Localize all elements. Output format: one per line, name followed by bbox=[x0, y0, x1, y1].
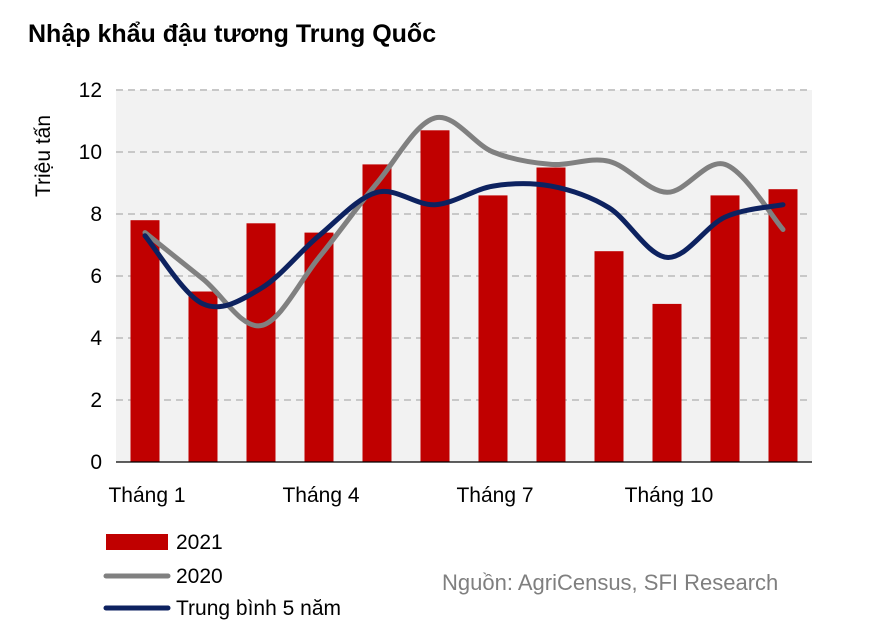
line-series-2 bbox=[142, 181, 786, 310]
x-tick-label: Tháng 10 bbox=[625, 484, 714, 507]
y-tick-label: 12 bbox=[79, 79, 102, 102]
legend-label: Trung bình 5 năm bbox=[176, 597, 341, 620]
y-tick-label: 10 bbox=[79, 141, 102, 164]
legend-label: 2021 bbox=[176, 531, 223, 554]
bar-2021 bbox=[652, 303, 682, 462]
x-tick-label: Tháng 4 bbox=[282, 484, 359, 507]
bar-2021 bbox=[420, 130, 450, 463]
bar-2021 bbox=[536, 167, 566, 462]
y-axis-label: Triệu tấn bbox=[32, 115, 55, 197]
bar-2021 bbox=[362, 164, 392, 462]
x-tick-label: Tháng 7 bbox=[456, 484, 533, 507]
bar-2021 bbox=[246, 223, 276, 462]
line-series-1 bbox=[142, 114, 786, 329]
grid-lines bbox=[116, 89, 812, 401]
source-note: Nguồn: AgriCensus, SFI Research bbox=[442, 570, 779, 595]
chart-title: Nhập khẩu đậu tương Trung Quốc bbox=[28, 20, 437, 48]
bar-2021 bbox=[710, 195, 740, 462]
bar-2021 bbox=[478, 195, 508, 462]
bar-2021 bbox=[130, 220, 160, 462]
legend: 2021 2020 Trung bình 5 năm bbox=[103, 531, 341, 620]
lines bbox=[142, 114, 786, 329]
y-tick-label: 4 bbox=[90, 327, 102, 350]
x-tick-labels: Tháng 1 Tháng 4 Tháng 7 Tháng 10 bbox=[108, 484, 713, 507]
y-tick-label: 6 bbox=[90, 265, 102, 288]
bar-2021 bbox=[768, 189, 798, 462]
y-tick-label: 8 bbox=[90, 203, 102, 226]
legend-label: 2020 bbox=[176, 565, 223, 588]
bar-2021 bbox=[188, 291, 218, 462]
legend-swatch bbox=[106, 534, 168, 550]
x-tick-label: Tháng 1 bbox=[108, 484, 185, 507]
y-tick-label: 2 bbox=[90, 389, 102, 412]
bars-2021 bbox=[130, 130, 798, 463]
y-tick-labels: 0 2 4 6 8 10 12 bbox=[79, 79, 103, 474]
y-tick-label: 0 bbox=[90, 451, 102, 474]
bar-2021 bbox=[594, 251, 624, 462]
